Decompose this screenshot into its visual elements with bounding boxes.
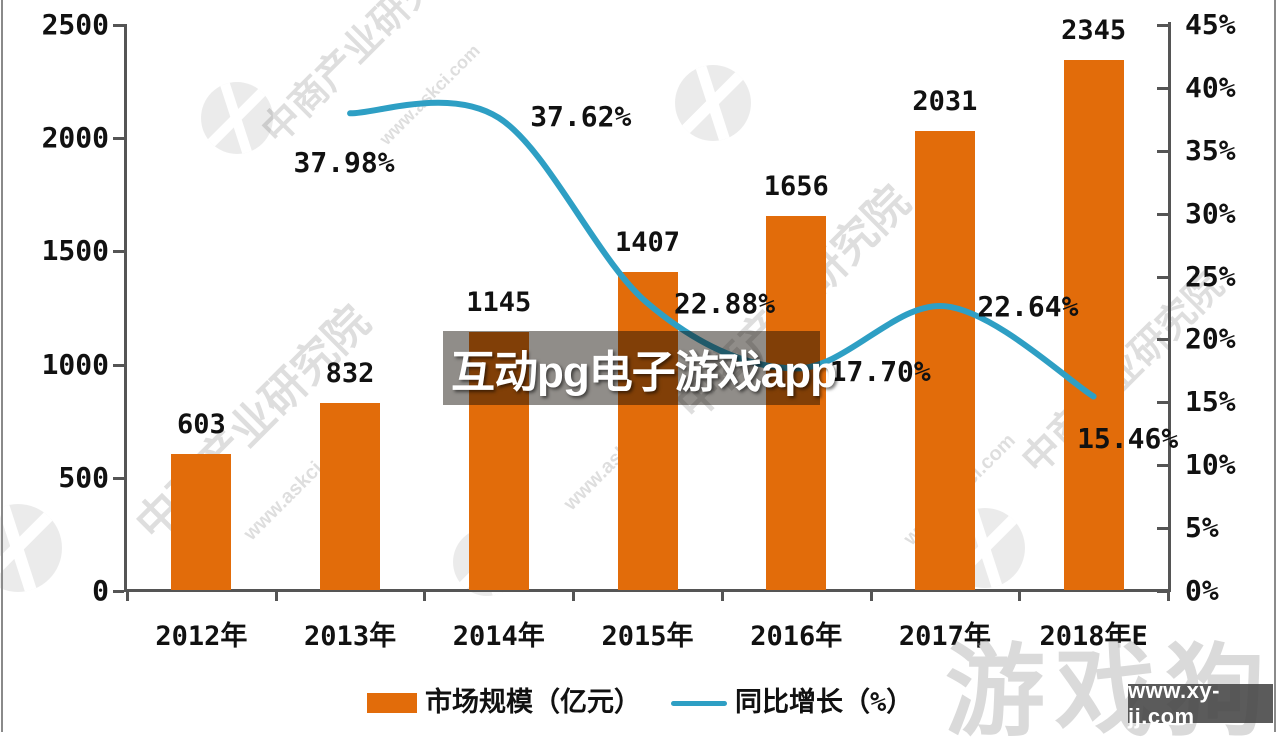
right-axis-tick-label: 10% [1185,448,1236,482]
left-axis-tick-label: 2000 [41,121,109,155]
line-value-label: 22.88% [673,287,776,321]
line-value-label: 17.70% [829,355,931,389]
x-axis-category-label: 2018年E [1039,621,1148,652]
bar-value-label: 1407 [614,227,681,259]
market-size-bar [171,454,232,590]
right-axis-tick-label: 35% [1185,133,1236,167]
right-axis-tick [1157,527,1168,531]
bar-value-label: 603 [176,409,226,441]
right-axis-tick [1157,275,1168,279]
right-axis-tick-label: 25% [1185,259,1236,293]
left-axis-tick [113,250,124,254]
right-axis-tick [1157,212,1168,216]
bar-value-label: 1656 [763,171,829,203]
market-size-bar [320,402,381,590]
left-axis-line [124,24,127,592]
market-size-bar [1063,60,1124,590]
right-axis-tick-label: 30% [1185,196,1236,230]
overlay-banner: 互动pg电子游戏app [443,331,837,405]
left-axis-tick-label: 500 [58,460,109,494]
left-axis-tick-label: 1500 [41,234,109,268]
site-badge-text: www.xy-jj.com [1128,677,1220,729]
left-axis-tick [113,137,124,141]
image-left-border [1,0,3,732]
growth-line [347,99,1097,400]
x-axis-category-label: 2016年 [750,621,843,652]
site-badge: www.xy-jj.com [1128,678,1273,729]
right-axis-line [1168,22,1171,592]
x-axis-category-label: 2014年 [452,621,545,652]
bar-value-label: 832 [325,357,375,389]
market-size-bar [617,272,678,590]
right-axis-tick [1157,590,1168,593]
x-axis-category-label: 2017年 [898,621,991,652]
legend-bar-label: 市场规模（亿元） [425,687,641,718]
x-axis-tick [1018,591,1022,601]
x-axis-tick [869,591,873,601]
legend-line-swatch-icon [671,700,727,706]
x-axis-tick [720,591,724,601]
right-axis-tick [1157,24,1168,27]
bar-value-label: 1145 [466,286,532,318]
right-axis-tick-label: 0% [1185,574,1219,607]
x-axis-line [124,589,1171,592]
overlay-title: 互动pg电子游戏app [451,348,837,397]
left-axis-tick [113,590,124,593]
right-axis-tick-label: 20% [1185,322,1236,356]
right-axis-tick [1157,86,1168,90]
right-axis-tick [1157,401,1168,405]
x-axis-tick [274,591,278,601]
right-axis-tick-label: 15% [1185,385,1236,419]
legend-line-label: 同比增长（%） [735,687,914,718]
x-axis-category-label: 2012年 [155,621,248,652]
x-axis-tick [1167,591,1170,601]
left-axis-tick [113,363,124,367]
growth-line-chart [347,99,1097,400]
line-value-label: 15.46% [1077,421,1179,455]
left-axis-tick-label: 2500 [41,8,109,41]
right-axis-tick-label: 45% [1185,8,1236,41]
right-axis-tick-label: 40% [1185,70,1236,104]
x-axis-category-label: 2013年 [304,621,397,652]
right-axis-tick [1157,149,1168,153]
legend: 市场规模（亿元） 同比增长（%） [367,687,913,719]
right-axis-tick-label: 5% [1185,511,1219,545]
image-right-border [1274,0,1276,732]
legend-bar-swatch-icon [367,693,417,713]
right-axis-tick [1157,338,1168,342]
x-axis-tick [423,591,427,601]
x-axis-tick [572,591,576,601]
left-axis-tick-label: 0 [92,574,109,607]
line-value-label: 37.62% [530,99,632,133]
bar-value-label: 2031 [912,86,978,118]
market-size-bar [766,216,827,590]
line-value-label: 37.98% [293,146,395,180]
bar-value-label: 2345 [1061,15,1127,47]
x-axis-category-label: 2015年 [601,621,694,652]
left-axis-tick [113,476,124,480]
x-axis-tick [126,591,129,601]
left-axis-tick-label: 1000 [41,347,109,381]
line-value-label: 22.64% [977,290,1079,324]
left-axis-tick [113,24,124,27]
right-axis-tick [1157,464,1168,468]
